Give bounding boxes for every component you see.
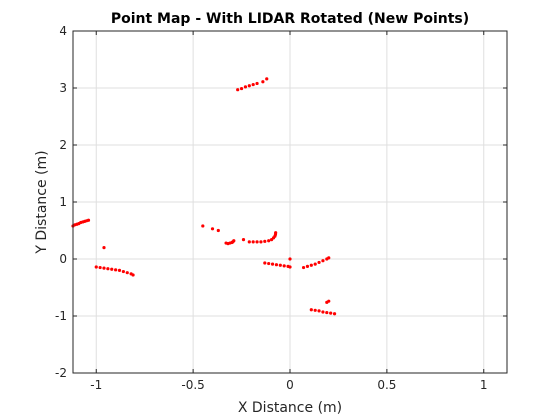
data-point	[255, 81, 259, 86]
data-point	[309, 308, 313, 312]
data-point	[327, 299, 331, 303]
y-tick-label: -1	[55, 309, 67, 323]
data-point	[102, 246, 106, 250]
data-point	[114, 268, 118, 272]
data-point	[263, 261, 267, 265]
data-point	[251, 82, 255, 87]
x-axis-label: X Distance (m)	[238, 400, 342, 416]
data-point	[239, 86, 244, 91]
data-point	[98, 265, 102, 270]
data-point	[313, 262, 317, 266]
data-point	[321, 310, 325, 314]
data-point	[255, 240, 259, 244]
chart-title: Point Map - With LIDAR Rotated (New Poin…	[111, 11, 469, 27]
data-point	[263, 239, 267, 243]
data-point	[274, 231, 278, 235]
data-point	[216, 228, 220, 233]
data-point	[265, 77, 269, 81]
y-tick-label: 2	[59, 138, 67, 152]
data-point	[261, 80, 265, 84]
x-tick-label: -1	[90, 378, 102, 392]
data-point	[332, 312, 337, 316]
data-point	[267, 261, 271, 266]
data-point	[274, 263, 279, 267]
data-point	[251, 240, 255, 244]
data-point	[309, 263, 313, 267]
y-tick-label: 0	[59, 252, 67, 266]
y-tick-label: 1	[59, 195, 67, 209]
data-point	[313, 308, 317, 312]
data-point	[301, 265, 306, 270]
data-point	[110, 267, 114, 271]
data-point	[317, 260, 321, 265]
data-point	[267, 239, 271, 243]
data-point	[321, 259, 325, 263]
data-point	[247, 240, 251, 244]
data-point	[201, 224, 205, 228]
data-point	[270, 262, 275, 266]
data-point	[210, 227, 215, 231]
ticks	[73, 30, 507, 374]
data-point	[329, 311, 333, 315]
data-point	[327, 256, 331, 260]
data-point	[241, 238, 246, 242]
x-tick-label: -0.5	[181, 378, 204, 392]
y-axis-label: Y Distance (m)	[34, 150, 50, 254]
data-point	[86, 218, 91, 222]
data-point	[236, 88, 240, 92]
data-point	[121, 269, 125, 274]
data-point	[106, 267, 110, 271]
data-point	[259, 240, 263, 244]
data-point	[243, 85, 248, 89]
data-point	[232, 239, 236, 243]
data-point	[125, 271, 129, 275]
data-point	[288, 257, 292, 261]
y-tick-label: -2	[55, 366, 67, 380]
data-point	[117, 268, 122, 272]
x-tick-label: 0	[286, 378, 294, 392]
data-point	[325, 310, 329, 315]
x-tick-label: 1	[480, 378, 488, 392]
data-point	[94, 265, 98, 269]
x-tick-label: 0.5	[377, 378, 396, 392]
y-tick-labels: -2 -1 0 1 2 3 4	[55, 24, 67, 380]
data-points	[71, 77, 337, 316]
data-point	[247, 84, 251, 88]
data-point	[282, 264, 286, 268]
y-tick-label: 3	[59, 81, 67, 95]
data-point	[102, 266, 106, 270]
data-point	[131, 273, 135, 277]
data-point	[317, 309, 321, 313]
y-tick-label: 4	[59, 24, 67, 38]
data-point	[288, 265, 292, 269]
data-point	[305, 264, 310, 269]
data-point	[278, 263, 282, 267]
x-tick-labels: -1 -0.5 0 0.5 1	[90, 378, 487, 392]
